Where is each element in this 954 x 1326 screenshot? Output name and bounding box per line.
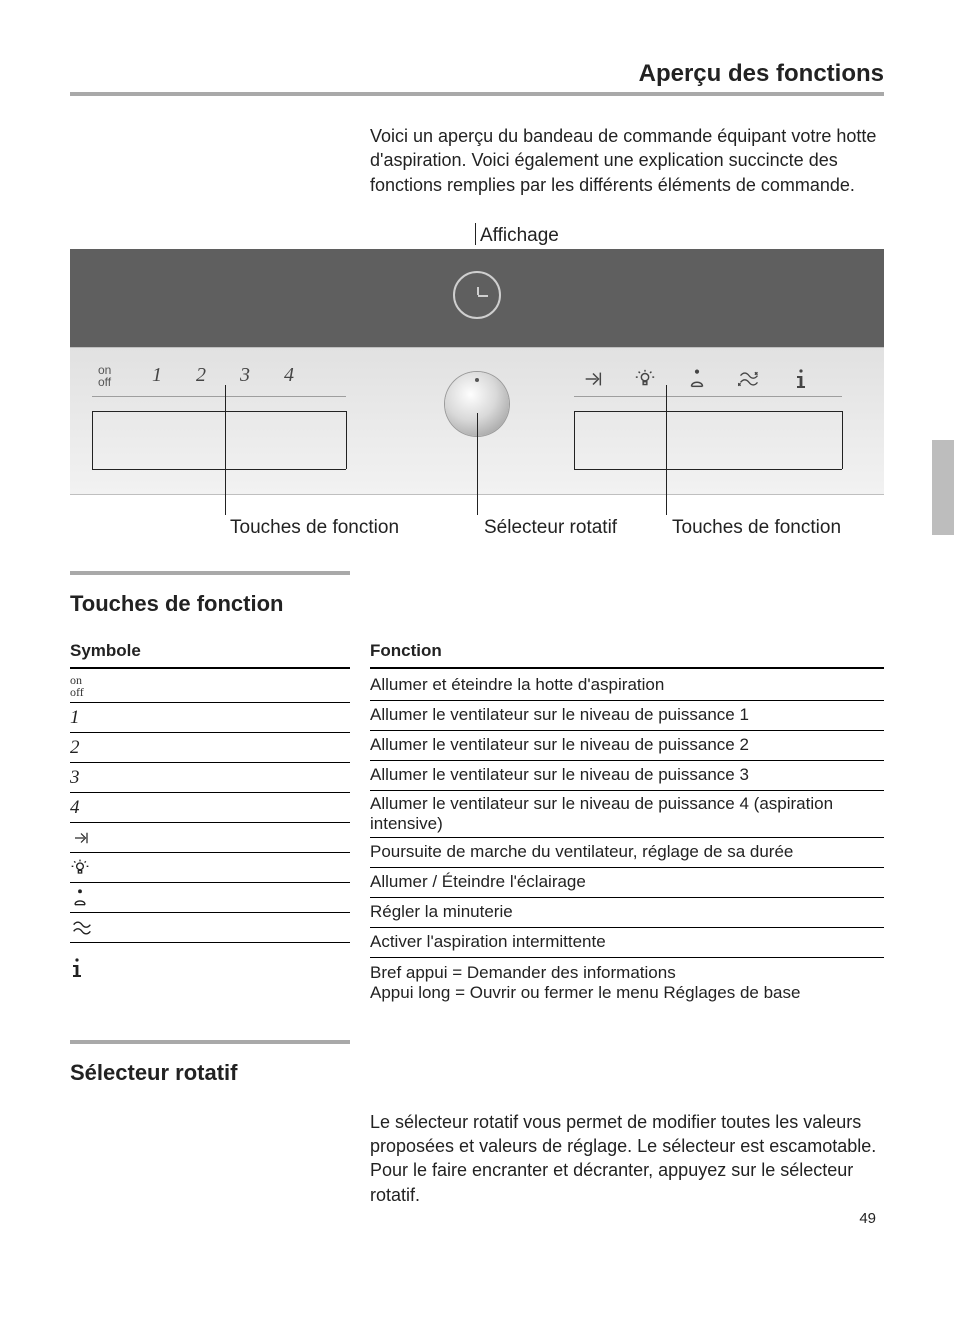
clock-hand-hour [478, 295, 489, 297]
section-rule-2 [70, 1040, 350, 1044]
callout-center: Sélecteur rotatif [484, 517, 617, 539]
callout-left: Touches de fonction [230, 517, 399, 539]
leader-left-h1 [92, 469, 346, 470]
fun-1: Allumer le ventilateur sur le niveau de … [370, 701, 884, 731]
leader-center [477, 413, 478, 515]
sym-3: 3 [70, 763, 350, 793]
fun-info: Bref appui = Demander des informations A… [370, 958, 884, 1008]
button-row: on off 1 2 3 4 [70, 358, 884, 398]
info-icon [790, 368, 812, 390]
leader-left-h2 [92, 411, 346, 412]
header-rule [70, 92, 884, 96]
fun-light: Allumer / Éteindre l'éclairage [370, 868, 884, 898]
sym-2: 2 [70, 733, 350, 763]
intermittent-icon [738, 368, 760, 390]
sym-timer [70, 883, 350, 913]
rotary-section: Sélecteur rotatif Le sélecteur rotatif v… [70, 1040, 884, 1207]
sym-4: 4 [70, 793, 350, 823]
power-2: 2 [196, 364, 206, 387]
manual-page: Aperçu des fonctions Voici un aperçu du … [0, 0, 954, 1257]
fun-info-line1: Bref appui = Demander des informations [370, 963, 676, 983]
leader-right-h1 [574, 469, 842, 470]
sym-info [70, 943, 350, 993]
leader-right-h2 [574, 411, 842, 412]
power-numbers: 1 2 3 4 [152, 364, 294, 387]
callout-right: Touches de fonction [672, 517, 841, 539]
fun-onoff: Allumer et éteindre la hotte d'aspiratio… [370, 671, 884, 701]
fun-timer: Régler la minuterie [370, 898, 884, 928]
clock-hand-minute [477, 287, 479, 295]
fun-info-line2: Appui long = Ouvrir ou fermer le menu Ré… [370, 983, 800, 1003]
clock-icon [453, 271, 501, 319]
right-key-rule [574, 396, 842, 397]
sym-light [70, 853, 350, 883]
light-icon [634, 368, 656, 390]
section-heading-1: Touches de fonction [70, 591, 884, 617]
power-1: 1 [152, 364, 162, 387]
fun-2: Allumer le ventilateur sur le niveau de … [370, 731, 884, 761]
timer-icon [686, 368, 708, 390]
display-band [70, 249, 884, 347]
onoff-label: on off [98, 364, 111, 389]
power-3: 3 [240, 364, 250, 387]
sym-runon [70, 823, 350, 853]
sym-1: 1 [70, 703, 350, 733]
runon-icon [582, 368, 604, 390]
fun-4: Allumer le ventilateur sur le niveau de … [370, 791, 884, 838]
right-icon-group [582, 368, 812, 390]
off-text: off [98, 376, 111, 389]
symbol-column: Symbole onoff 1 2 3 4 [70, 641, 350, 1008]
fun-runon: Poursuite de marche du ventilateur, régl… [370, 838, 884, 868]
rotary-paragraph: Le sélecteur rotatif vous permet de modi… [370, 1110, 884, 1207]
symbol-col-head: Symbole [70, 641, 350, 669]
header-row: Aperçu des fonctions [70, 60, 884, 92]
leader-left-v2 [346, 411, 347, 469]
page-edge-tab [932, 440, 954, 535]
section-rule-1 [70, 571, 350, 575]
section-heading-2: Sélecteur rotatif [70, 1060, 884, 1086]
left-key-rule [92, 396, 346, 397]
leader-left [225, 385, 226, 515]
page-number: 49 [859, 1210, 876, 1227]
dial-indicator [475, 378, 479, 382]
leader-right-v1 [574, 411, 575, 469]
leader-right-v2 [842, 411, 843, 469]
leader-left-v1 [92, 411, 93, 469]
function-col-head: Fonction [370, 641, 884, 669]
sym-intermittent [70, 913, 350, 943]
fun-intermittent: Activer l'aspiration intermittente [370, 928, 884, 958]
page-title: Aperçu des fonctions [639, 60, 884, 88]
function-column: Fonction Allumer et éteindre la hotte d'… [370, 641, 884, 1008]
sym-onoff: onoff [70, 671, 350, 703]
power-4: 4 [284, 364, 294, 387]
display-callout-label: Affichage [480, 225, 559, 247]
control-panel-diagram: Affichage on off 1 2 3 4 [70, 225, 884, 555]
function-table: Symbole onoff 1 2 3 4 Fonction Allumer e… [70, 641, 884, 1008]
leader-right [666, 385, 667, 515]
display-leader-line [475, 223, 476, 245]
intro-paragraph: Voici un aperçu du bandeau de commande é… [370, 124, 884, 197]
fun-3: Allumer le ventilateur sur le niveau de … [370, 761, 884, 791]
